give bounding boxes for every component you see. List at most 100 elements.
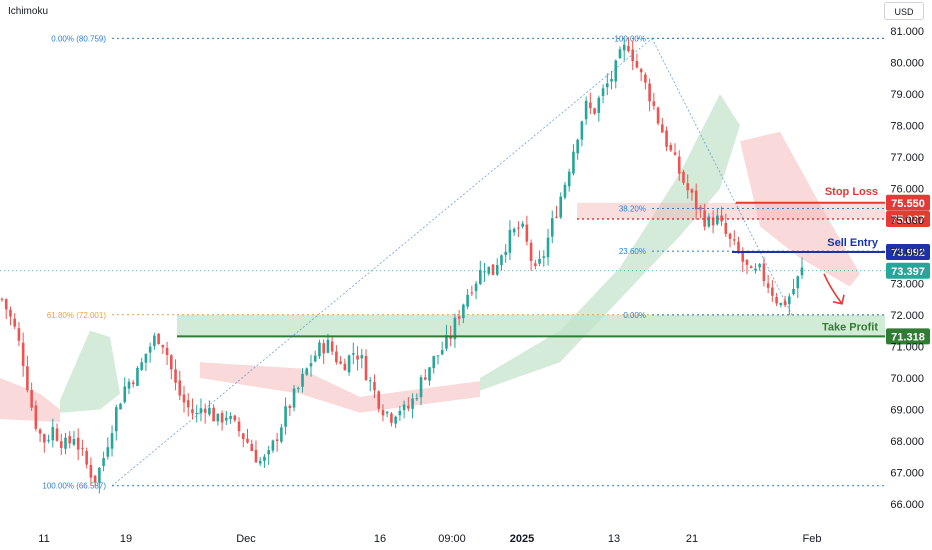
ichimoku-cloud <box>0 93 860 423</box>
x-tick-label: 13 <box>608 533 620 545</box>
candle-body <box>521 223 524 227</box>
candle-body <box>339 361 342 364</box>
candle-body <box>584 100 588 120</box>
candle-body <box>741 252 745 262</box>
candle-body <box>762 263 766 282</box>
candle-body <box>178 380 182 396</box>
candle-body <box>110 433 114 449</box>
candle-body <box>271 440 275 451</box>
candle-body <box>390 413 393 423</box>
candle-body <box>483 271 486 273</box>
candle-body <box>618 49 622 59</box>
candle-body <box>614 60 618 82</box>
price-tag <box>886 328 930 345</box>
candle-body <box>343 363 347 371</box>
candle-body <box>119 403 122 410</box>
price-tag-label: 71.318 <box>891 331 925 343</box>
candle-body <box>275 439 279 441</box>
y-tick-label: 73.000 <box>890 278 924 290</box>
candle-body <box>745 259 749 265</box>
candle-body <box>597 97 601 113</box>
candle-body <box>792 289 795 295</box>
candle-body <box>377 391 381 409</box>
candle-body <box>26 366 29 391</box>
candle-body <box>788 296 791 305</box>
candle-body <box>313 355 317 362</box>
candle-body <box>699 207 702 210</box>
candle-body <box>542 256 546 258</box>
fib-level-label: 0.00% <box>623 311 646 320</box>
candle-body <box>335 351 338 363</box>
cloud-red <box>200 362 480 413</box>
candle-body <box>21 342 25 367</box>
candle-body <box>263 456 266 461</box>
candle-body <box>55 428 59 441</box>
fib-trendline <box>111 38 653 486</box>
candle-body <box>470 292 474 294</box>
candle-body <box>538 258 541 264</box>
candle-body <box>165 347 169 355</box>
candle-body <box>161 344 165 348</box>
candle-body <box>677 156 681 174</box>
y-tick-label: 68.000 <box>890 436 924 448</box>
candle-body <box>38 429 42 434</box>
fib-level-label: 100.00% (66.587) <box>42 482 106 491</box>
candle-body <box>356 355 359 360</box>
candle-body <box>601 88 605 96</box>
candle-body <box>203 408 207 413</box>
overlays: Stop Loss Sell Entry Take Profit 75.550 75.0… <box>0 186 930 345</box>
candle-body <box>525 224 529 242</box>
candle-body <box>665 130 668 147</box>
price-tag <box>886 210 930 227</box>
candle-body <box>707 216 711 227</box>
candle-body <box>170 355 173 370</box>
candle-body <box>462 304 465 319</box>
y-tick-label: 72.000 <box>890 310 924 322</box>
candle-body <box>241 433 245 440</box>
candle-body <box>225 417 228 421</box>
candle-body <box>352 353 355 355</box>
candle-body <box>610 79 613 82</box>
cloud-green <box>480 93 740 391</box>
candle-body <box>673 152 677 155</box>
candle-body <box>322 343 325 354</box>
candle-body <box>288 405 292 409</box>
candle-body <box>174 369 177 383</box>
candle-body <box>732 239 736 241</box>
price-tag <box>886 243 930 260</box>
candle-body <box>216 413 220 422</box>
candle-body <box>153 335 156 346</box>
candle-body <box>136 367 139 386</box>
candle-body <box>394 416 397 424</box>
level-name: Sell Entry <box>827 237 879 249</box>
candle-body <box>559 196 563 218</box>
candle-body <box>318 342 321 357</box>
currency-selector[interactable]: USD <box>884 2 924 20</box>
x-tick-label: Feb <box>803 533 822 545</box>
candle-body <box>783 300 787 306</box>
candles <box>0 37 804 494</box>
price-tag-label: 73.397 <box>891 266 925 278</box>
zones <box>177 202 885 337</box>
x-tick-label: 11 <box>38 533 49 545</box>
candle-body <box>81 447 84 449</box>
candle-body <box>644 74 647 83</box>
candle-body <box>59 441 63 448</box>
candle-body <box>576 139 579 154</box>
candle-body <box>648 83 651 102</box>
candle-body <box>487 266 491 274</box>
candle-body <box>220 412 224 423</box>
candle-body <box>758 264 761 268</box>
candle-body <box>114 407 118 432</box>
candle-body <box>635 61 639 68</box>
candle-body <box>123 386 127 403</box>
x-tick-label: 09:00 <box>438 533 466 545</box>
y-tick-label: 77.000 <box>890 152 924 164</box>
fib-level-label: 23.60% <box>619 247 646 256</box>
candle-body <box>17 328 21 341</box>
candle-body <box>411 398 414 409</box>
candle-body <box>364 356 368 381</box>
candle-body <box>85 451 88 465</box>
candle-body <box>330 341 334 352</box>
